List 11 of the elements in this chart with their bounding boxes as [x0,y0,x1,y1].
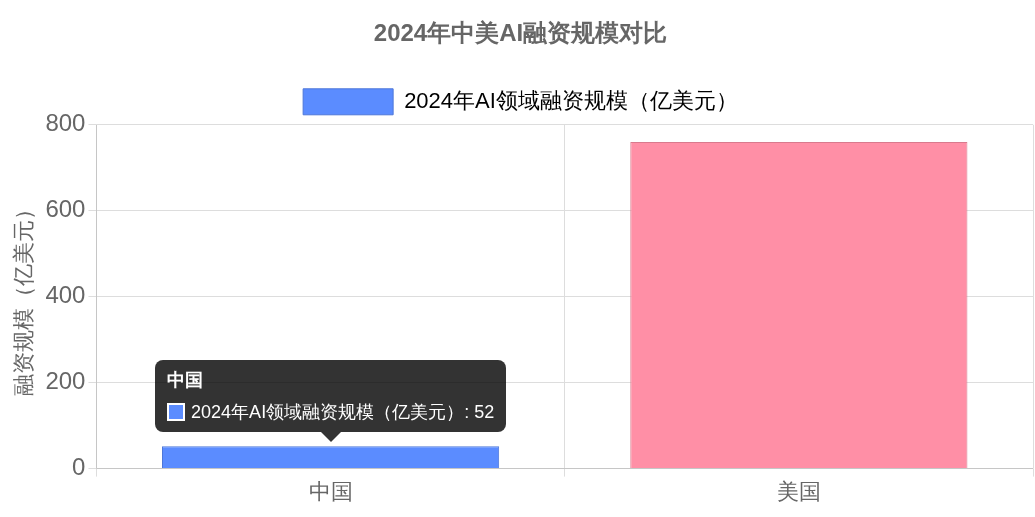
y-tick-label: 0 [72,453,86,481]
x-tick-label: 美国 [776,478,821,504]
y-axis-title: 融资规模（亿美元） [11,197,37,396]
y-tick-label: 800 [45,109,86,137]
y-tick-label: 600 [45,195,86,223]
annotation: 2024年AI领域融资规模（亿美元）: 52 [191,401,495,425]
legend-label: 2024年AI领域融资规模（亿美元） [404,87,738,113]
chart-title: 2024年中美AI融资规模对比 [373,19,668,47]
annotation: 中国 [167,370,204,391]
y-tick-label: 200 [45,367,86,395]
y-tick-label: 400 [45,281,86,309]
